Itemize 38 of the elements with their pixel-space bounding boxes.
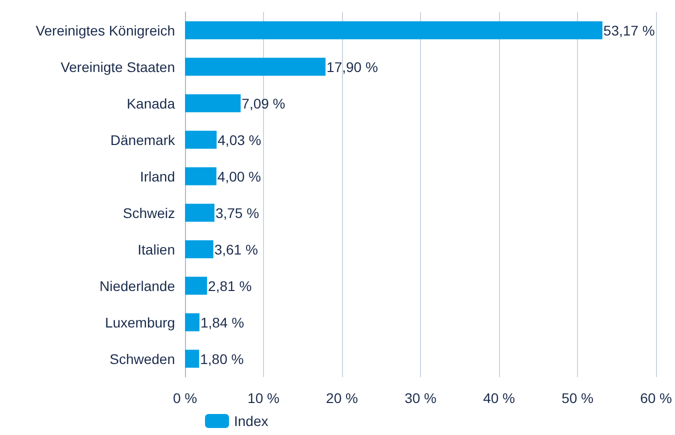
bar <box>185 167 216 186</box>
y-tick-label: Dänemark <box>110 132 176 148</box>
y-tick-label: Schweiz <box>122 204 175 221</box>
x-tick-label: 50 % <box>562 390 594 406</box>
data-label: 1,80 % <box>200 350 244 367</box>
x-tick-label: 0 % <box>172 390 198 406</box>
bar <box>185 58 326 76</box>
data-label: 3,75 % <box>215 204 260 221</box>
x-tick-label: 60 % <box>640 390 672 406</box>
y-tick-label: Kanada <box>126 95 176 112</box>
bar <box>185 130 217 149</box>
data-label: 4,00 % <box>217 168 261 184</box>
y-tick-label: Irland <box>140 168 175 184</box>
data-label: 4,03 % <box>218 132 262 148</box>
y-tick-label: Vereinigte Staaten <box>60 58 175 75</box>
bar <box>185 313 200 332</box>
y-tick-label: Luxemburg <box>104 314 175 330</box>
bar <box>185 276 208 295</box>
bar <box>185 240 214 258</box>
bar <box>185 204 214 222</box>
x-tick-label: 10 % <box>248 390 280 406</box>
y-tick-label: Vereinigtes Königreich <box>36 22 175 38</box>
y-tick-label: Schweden <box>110 350 175 367</box>
data-label: 3,61 % <box>214 241 258 258</box>
bar <box>185 350 200 368</box>
x-tick-label: 40 % <box>483 390 515 406</box>
data-label: 7,09 % <box>242 95 286 112</box>
data-label: 53,17 % <box>603 22 655 38</box>
data-label: 1,84 % <box>200 314 244 330</box>
y-tick-label: Italien <box>138 241 175 258</box>
data-label: 17,90 % <box>326 58 378 75</box>
x-tick-label: 30 % <box>404 390 436 406</box>
data-label: 2,81 % <box>208 278 252 294</box>
x-tick-label: 20 % <box>326 390 358 406</box>
bar <box>185 94 241 112</box>
legend-label: Index <box>234 413 268 429</box>
bar <box>185 21 602 40</box>
y-tick-label: Niederlande <box>100 278 176 294</box>
